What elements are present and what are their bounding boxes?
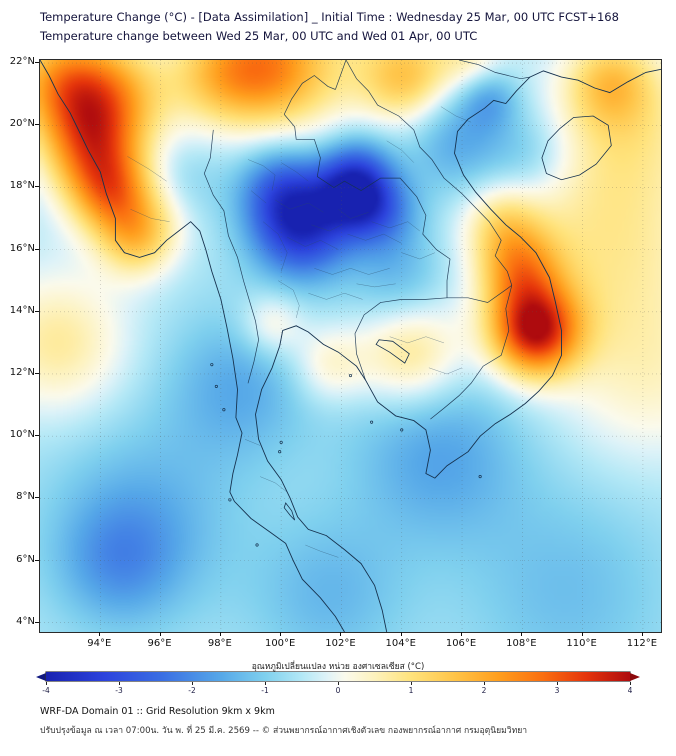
- lon-tick-label: 106°E: [445, 638, 477, 649]
- lon-tick-mark: [581, 632, 583, 636]
- lon-tick-mark: [461, 632, 463, 636]
- lon-tick-mark: [159, 632, 161, 636]
- colorbar-tick-mark: [265, 682, 266, 685]
- lat-tick-label: 12°N: [9, 366, 35, 378]
- lat-tick-mark: [35, 124, 39, 126]
- lon-tick-mark: [521, 632, 523, 636]
- lat-tick-mark: [35, 186, 39, 188]
- lon-tick-label: 112°E: [626, 638, 658, 649]
- lat-tick-mark: [35, 372, 39, 374]
- footer-domain-info: WRF-DA Domain 01 :: Grid Resolution 9km …: [40, 706, 275, 717]
- colorbar-gradient: [46, 672, 630, 681]
- figure-subtitle: Temperature change between Wed 25 Mar, 0…: [40, 29, 478, 43]
- colorbar-left-arrow: [36, 672, 46, 681]
- map-plot-area: [39, 59, 662, 633]
- lon-tick-mark: [219, 632, 221, 636]
- colorbar-tick-label: -3: [115, 686, 123, 695]
- lat-tick-mark: [35, 310, 39, 312]
- lat-tick-label: 22°N: [9, 56, 35, 68]
- colorbar-tick-label: -4: [42, 686, 50, 695]
- lat-tick-mark: [35, 621, 39, 623]
- lat-tick-label: 8°N: [16, 491, 35, 503]
- lon-tick-label: 102°E: [325, 638, 356, 649]
- colorbar-tick-label: 1: [408, 686, 414, 695]
- lon-tick-label: 96°E: [147, 638, 172, 649]
- colorbar-tick-label: -2: [188, 686, 196, 695]
- colorbar-tick-mark: [338, 682, 339, 685]
- lat-tick-mark: [35, 62, 39, 64]
- colorbar-tick-mark: [192, 682, 193, 685]
- lon-tick-label: 100°E: [264, 638, 296, 649]
- lat-tick-label: 6°N: [16, 553, 35, 565]
- lat-tick-label: 20°N: [9, 118, 35, 130]
- colorbar: [36, 672, 640, 681]
- colorbar-tick-mark: [46, 682, 47, 685]
- figure-title: Temperature Change (°C) - [Data Assimila…: [40, 10, 619, 24]
- lat-tick-label: 4°N: [16, 615, 35, 627]
- lat-tick-mark: [35, 248, 39, 250]
- colorbar-tick-label: 2: [481, 686, 487, 695]
- colorbar-right-arrow: [630, 672, 640, 681]
- colorbar-tick-mark: [484, 682, 485, 685]
- lon-tick-label: 110°E: [566, 638, 597, 649]
- colorbar-tick-mark: [119, 682, 120, 685]
- lat-tick-mark: [35, 559, 39, 561]
- lon-tick-label: 94°E: [87, 638, 112, 649]
- lon-tick-label: 98°E: [207, 638, 232, 649]
- lon-tick-label: 108°E: [506, 638, 537, 649]
- lat-tick-mark: [35, 435, 39, 437]
- lon-tick-mark: [99, 632, 101, 636]
- colorbar-tick-mark: [411, 682, 412, 685]
- lon-tick-mark: [641, 632, 643, 636]
- title-block: Temperature Change (°C) - [Data Assimila…: [40, 8, 670, 46]
- colorbar-tick-mark: [630, 682, 631, 685]
- colorbar-label: อุณหภูมิเปลี่ยนแปลง หน่วย องศาเซลเซียส (…: [251, 662, 425, 672]
- colorbar-tick-mark: [557, 682, 558, 685]
- lat-tick-label: 16°N: [9, 242, 35, 254]
- footer-update-info: ปรับปรุงข้อมูล ณ เวลา 07:00น. วัน พ. ที่…: [40, 726, 528, 736]
- lon-tick-mark: [280, 632, 282, 636]
- lon-tick-mark: [340, 632, 342, 636]
- colorbar-tick-label: 3: [554, 686, 560, 695]
- lat-tick-mark: [35, 497, 39, 499]
- lon-tick-label: 104°E: [385, 638, 416, 649]
- lat-tick-label: 10°N: [9, 429, 35, 441]
- colorbar-tick-label: 4: [627, 686, 633, 695]
- colorbar-tick-label: 0: [335, 686, 341, 695]
- lat-tick-label: 14°N: [9, 304, 35, 316]
- lon-tick-mark: [400, 632, 402, 636]
- temperature-heatmap-canvas: [40, 60, 661, 632]
- lat-tick-label: 18°N: [9, 180, 35, 192]
- colorbar-tick-label: -1: [261, 686, 269, 695]
